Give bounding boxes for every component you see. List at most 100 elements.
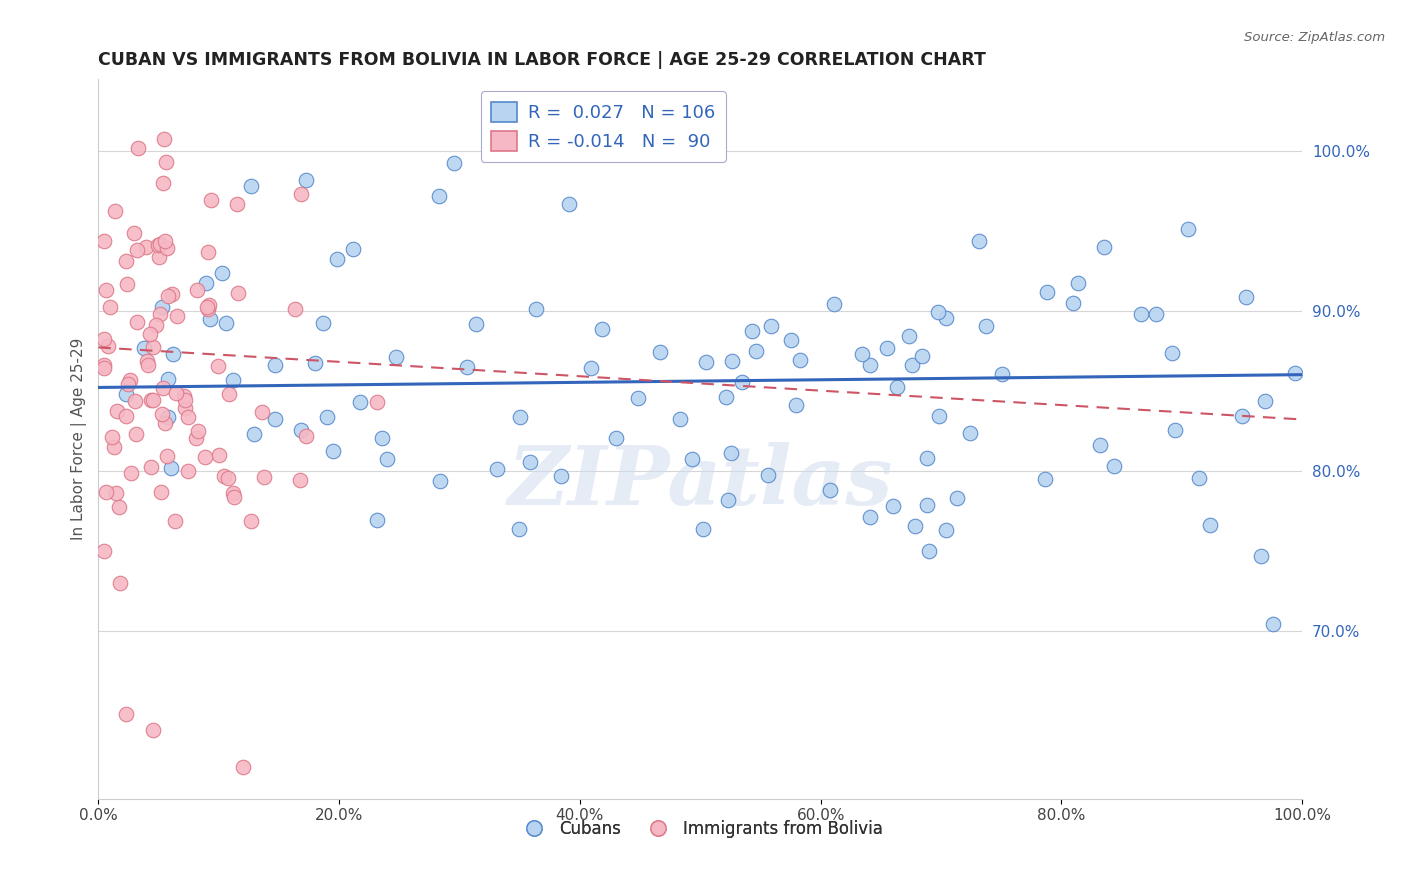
Point — [648, 345, 671, 359]
Point — [218, 387, 240, 401]
Point — [215, 316, 238, 330]
Point — [1144, 307, 1167, 321]
Point — [898, 329, 921, 343]
Point — [1035, 285, 1057, 300]
Point — [157, 372, 180, 386]
Point — [558, 197, 581, 211]
Point — [946, 491, 969, 505]
Point — [974, 318, 997, 333]
Point — [152, 381, 174, 395]
Point — [1067, 276, 1090, 290]
Point — [115, 706, 138, 721]
Point — [222, 491, 245, 505]
Point — [823, 296, 845, 310]
Point — [226, 285, 249, 300]
Point — [669, 411, 692, 425]
Point — [187, 424, 209, 438]
Point — [918, 543, 941, 558]
Point — [232, 760, 254, 774]
Text: Source: ZipAtlas.com: Source: ZipAtlas.com — [1244, 31, 1385, 45]
Point — [222, 486, 245, 500]
Point — [263, 358, 285, 372]
Point — [288, 473, 311, 487]
Point — [1092, 240, 1115, 254]
Point — [97, 338, 120, 352]
Point — [186, 283, 208, 297]
Point — [910, 349, 932, 363]
Point — [93, 332, 115, 346]
Point — [198, 298, 221, 312]
Point — [519, 455, 541, 469]
Point — [915, 450, 938, 465]
Point — [93, 544, 115, 558]
Point — [429, 474, 451, 488]
Point — [173, 389, 195, 403]
Point — [508, 523, 530, 537]
Point — [456, 359, 478, 374]
Point — [243, 426, 266, 441]
Point — [156, 241, 179, 255]
Point — [465, 317, 488, 331]
Point — [915, 498, 938, 512]
Point — [730, 375, 752, 389]
Point — [935, 524, 957, 538]
Point — [155, 234, 177, 248]
Point — [1102, 458, 1125, 473]
Point — [967, 234, 990, 248]
Point — [138, 326, 160, 341]
Point — [124, 393, 146, 408]
Point — [253, 469, 276, 483]
Point — [142, 340, 165, 354]
Point — [156, 449, 179, 463]
Point — [174, 401, 197, 415]
Point — [122, 226, 145, 240]
Point — [550, 469, 572, 483]
Point — [139, 393, 162, 408]
Point — [184, 431, 207, 445]
Point — [1254, 393, 1277, 408]
Point — [105, 403, 128, 417]
Point — [217, 471, 239, 485]
Point — [818, 483, 841, 498]
Point — [127, 243, 149, 257]
Point — [115, 409, 138, 424]
Point — [695, 355, 717, 369]
Point — [263, 412, 285, 426]
Point — [200, 193, 222, 207]
Point — [579, 361, 602, 376]
Point — [240, 514, 263, 528]
Point — [720, 446, 742, 460]
Point — [177, 409, 200, 424]
Point — [208, 448, 231, 462]
Point — [882, 499, 904, 513]
Point — [901, 358, 924, 372]
Point — [366, 394, 388, 409]
Point — [166, 310, 188, 324]
Point — [114, 254, 136, 268]
Point — [177, 464, 200, 478]
Point — [486, 462, 509, 476]
Point — [605, 431, 627, 445]
Point — [1062, 296, 1084, 310]
Point — [148, 250, 170, 264]
Point — [316, 410, 339, 425]
Point — [194, 276, 217, 290]
Point — [927, 305, 949, 319]
Point — [212, 469, 235, 483]
Point — [163, 514, 186, 528]
Point — [108, 576, 131, 591]
Point — [153, 132, 176, 146]
Point — [93, 360, 115, 375]
Point — [156, 289, 179, 303]
Point — [136, 354, 159, 368]
Point — [134, 341, 156, 355]
Point — [789, 353, 811, 368]
Point — [851, 346, 873, 360]
Point — [756, 467, 779, 482]
Point — [115, 277, 138, 291]
Point — [105, 486, 128, 500]
Point — [294, 428, 316, 442]
Point — [198, 312, 221, 326]
Point — [741, 324, 763, 338]
Point — [118, 373, 141, 387]
